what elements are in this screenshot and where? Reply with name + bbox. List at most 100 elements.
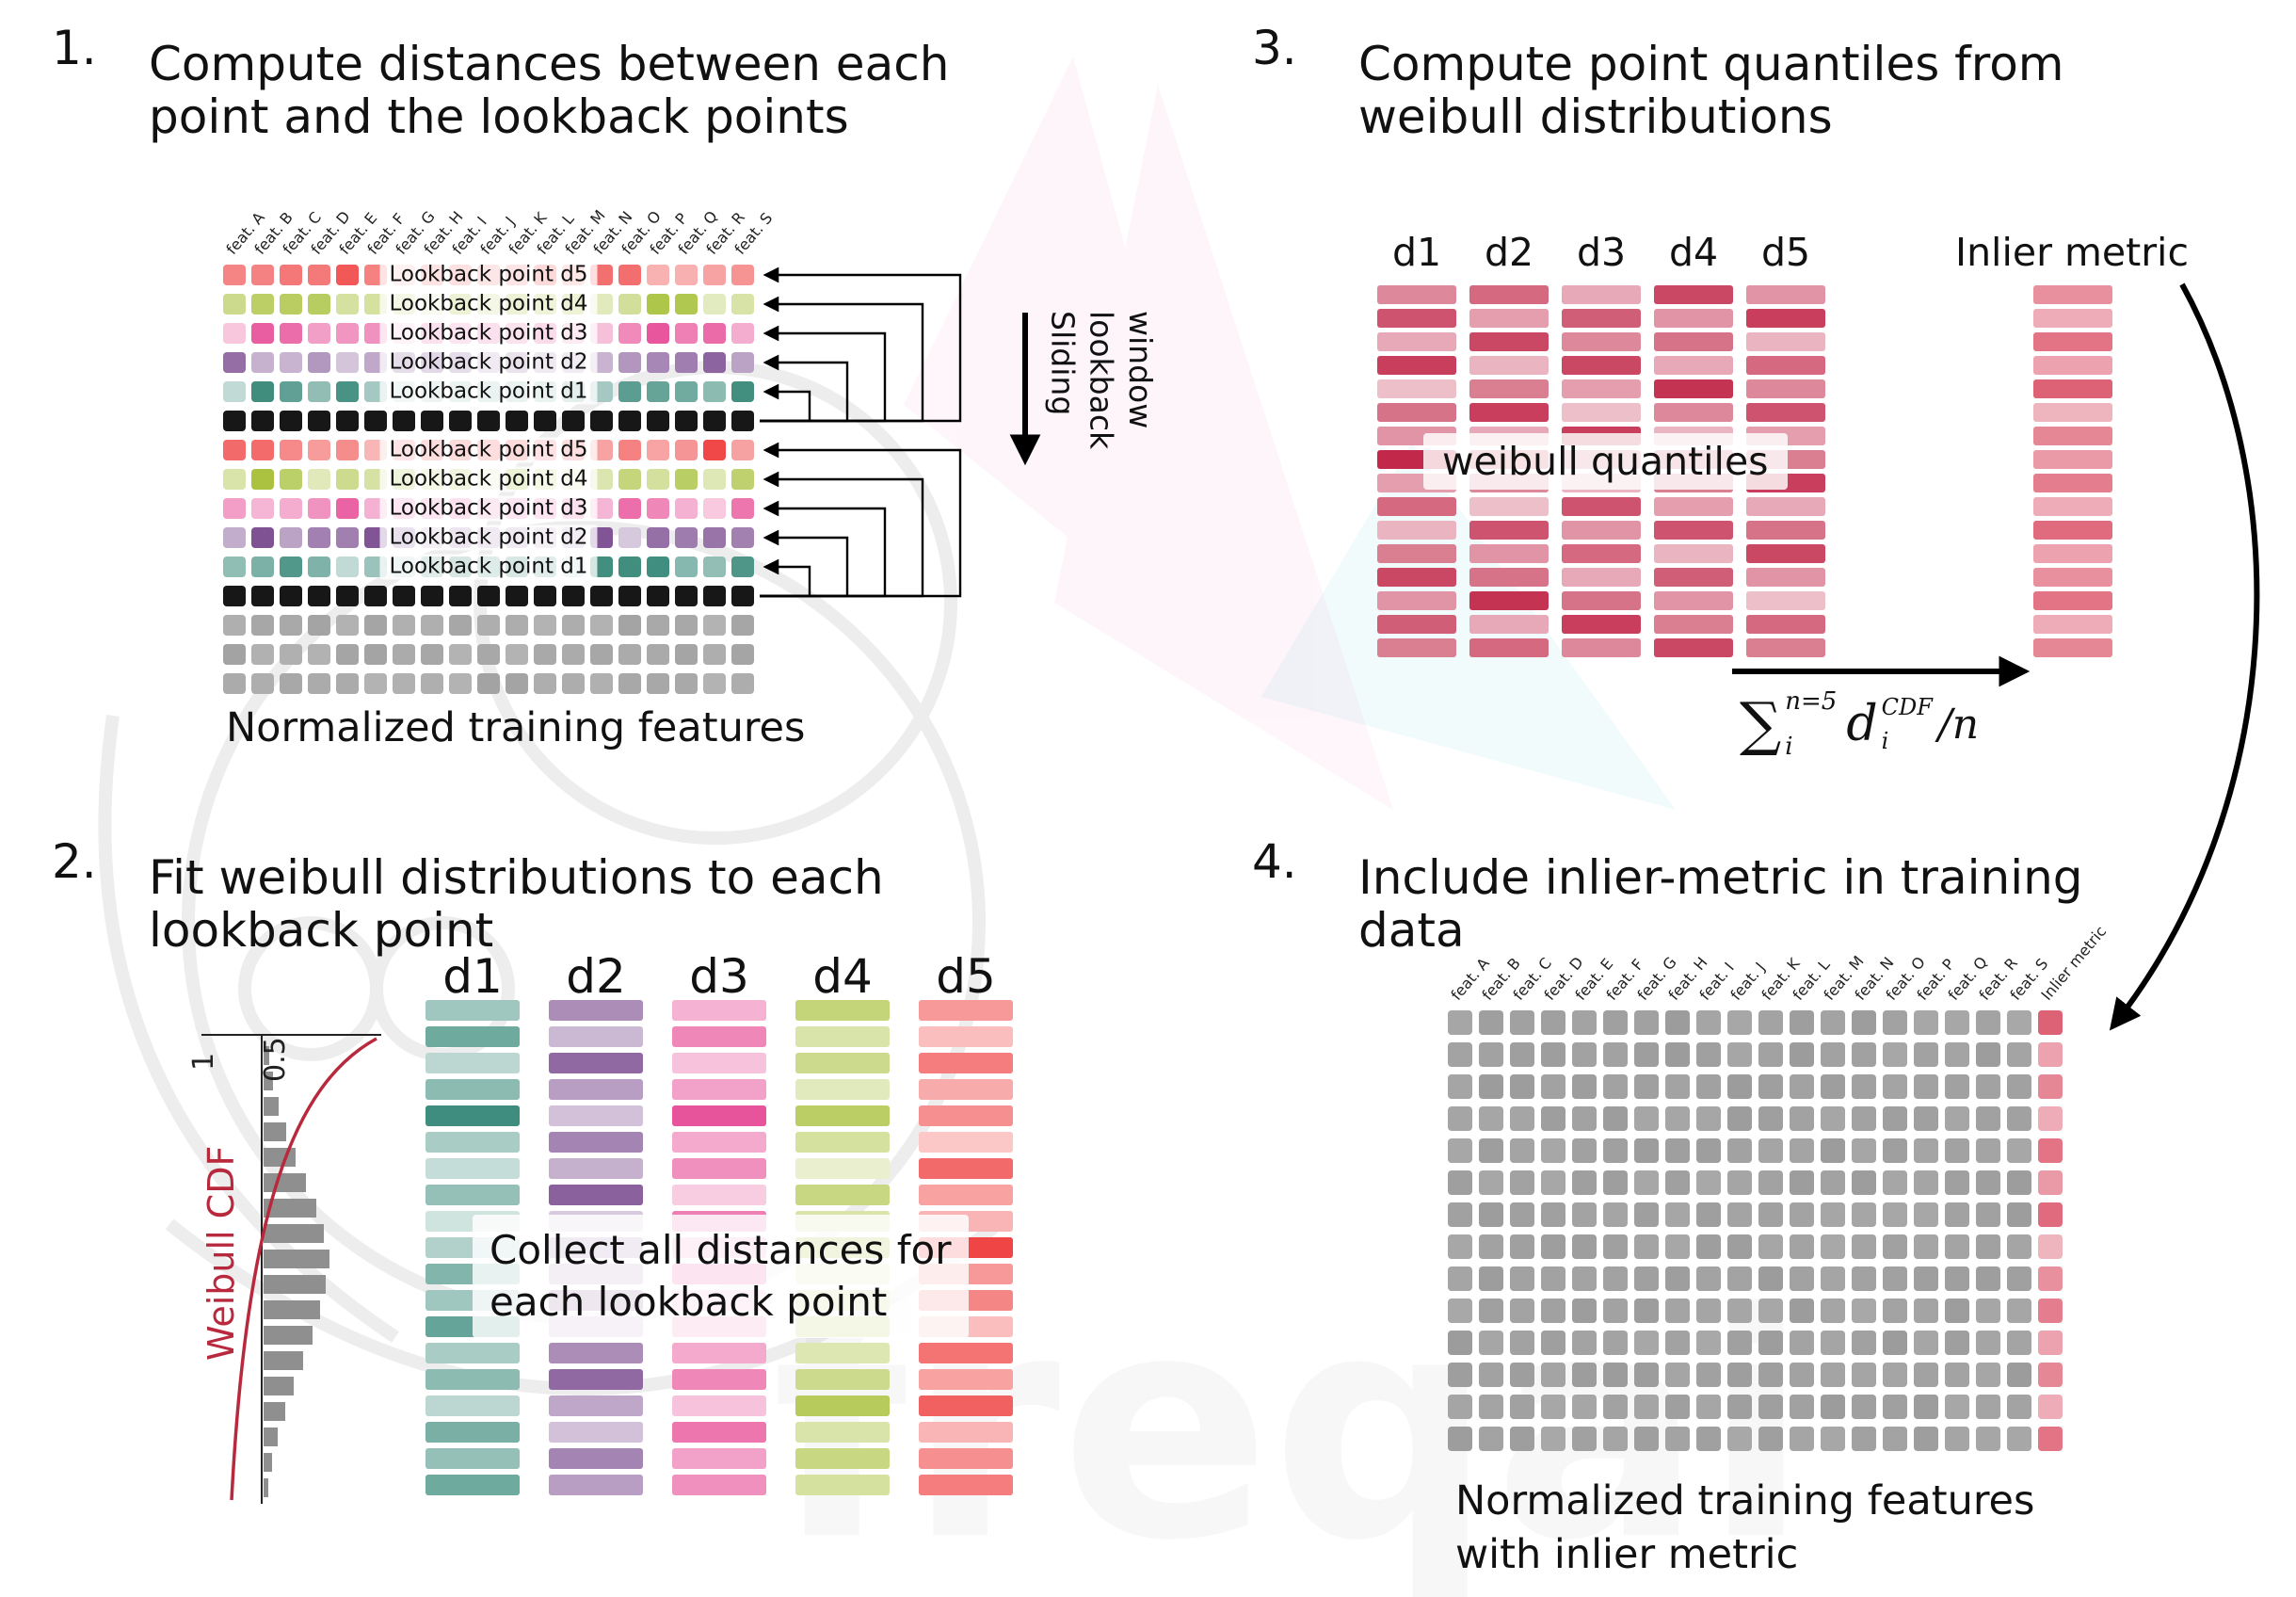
- feature-cell: [562, 557, 585, 577]
- feature-cell: [703, 352, 726, 373]
- feature-cell: [421, 352, 443, 373]
- distance-bar: [919, 1185, 1013, 1205]
- quantile-bar: [1746, 544, 1825, 563]
- feature-cell: [590, 527, 613, 548]
- feature-cell: [449, 644, 472, 665]
- quantile-bar: [1654, 379, 1733, 398]
- distance-label: d4: [812, 949, 873, 1004]
- feature-cell: [1758, 1138, 1783, 1163]
- feature-cell: [1914, 1138, 1938, 1163]
- feature-cell: [1821, 1331, 1845, 1355]
- feature-cell: [1790, 1266, 1814, 1291]
- feature-cell: [449, 557, 472, 577]
- feature-cell: [647, 381, 669, 402]
- feature-cell: [731, 352, 754, 373]
- distance-bar: [919, 1475, 1013, 1495]
- feature-cell: [308, 498, 330, 519]
- feature-cell: [251, 673, 274, 694]
- sliding-window-label-line2: lookback: [1083, 311, 1120, 450]
- histogram-bar: [264, 1097, 279, 1116]
- sliding-window-label-line3: window: [1121, 311, 1159, 429]
- feature-cell: [1572, 1042, 1597, 1067]
- feature-cell: [618, 498, 641, 519]
- feature-cell: [308, 469, 330, 490]
- feature-cell: [1634, 1074, 1659, 1099]
- feature-cell: [449, 265, 472, 285]
- step1-title-line2: point and the lookback points: [149, 89, 849, 144]
- feature-cell: [675, 440, 698, 460]
- feature-cell: [590, 586, 613, 606]
- chart-axis: [201, 1034, 381, 1504]
- feature-cell: [506, 265, 528, 285]
- feature-cell: [1510, 1427, 1534, 1451]
- distance-bar: [425, 1053, 520, 1073]
- feature-cell: [421, 323, 443, 344]
- inlier-bar: [2033, 544, 2112, 563]
- distance-bar: [672, 1158, 766, 1179]
- inlier-bar: [2033, 591, 2112, 610]
- feature-cell: [449, 294, 472, 315]
- histogram-bar: [264, 1275, 326, 1294]
- feature-cell: [675, 323, 698, 344]
- collect-distances-note: Collect all distances for each lookback …: [473, 1215, 969, 1338]
- feature-cell: [703, 557, 726, 577]
- feature-cell: [1945, 1234, 1969, 1259]
- histogram-bar: [264, 1453, 272, 1472]
- feature-cell: [1914, 1234, 1938, 1259]
- inlier-metric-label: Inlier metric: [1954, 230, 2189, 275]
- step2-title-line1: Fit weibull distributions to each: [149, 850, 884, 905]
- feature-cell: [1914, 1042, 1938, 1067]
- distance-bar: [425, 1105, 520, 1126]
- feature-cell: [1727, 1042, 1752, 1067]
- distance-bar: [425, 1448, 520, 1469]
- quantile-bar: [1562, 379, 1641, 398]
- formula-var-sup: CDF: [1881, 694, 1933, 720]
- feature-cell: [1758, 1042, 1783, 1067]
- feature-cell: [1603, 1299, 1628, 1323]
- sliding-window-label: Sliding lookback window: [1043, 311, 1160, 499]
- feature-cell: [1821, 1266, 1845, 1291]
- feature-cell: [1448, 1299, 1472, 1323]
- feature-cell: [675, 469, 698, 490]
- feature-cell: [1790, 1234, 1814, 1259]
- feature-cell: [1541, 1395, 1565, 1419]
- formula-sum-sup: n=5: [1785, 687, 1838, 716]
- quantile-bar: [1654, 638, 1733, 657]
- feature-cell: [590, 615, 613, 636]
- quantile-bar: [1469, 568, 1549, 587]
- feature-cell: [364, 323, 387, 344]
- quantile-bar: [1746, 403, 1825, 422]
- feature-cell: [1448, 1106, 1472, 1131]
- quantile-bar: [1562, 403, 1641, 422]
- feature-cell: [647, 498, 669, 519]
- feature-cell: [675, 294, 698, 315]
- feature-cell: [1479, 1202, 1503, 1227]
- feature-cell: [1852, 1010, 1876, 1035]
- feature-cell: [534, 527, 556, 548]
- quantile-bar: [1654, 332, 1733, 351]
- feature-cell: [1758, 1234, 1783, 1259]
- feature-cell: [731, 586, 754, 606]
- feature-cell: [703, 469, 726, 490]
- feature-cell: [703, 265, 726, 285]
- feature-cell: [1976, 1234, 2000, 1259]
- feature-cell: [449, 440, 472, 460]
- feature-cell: [1945, 1170, 1969, 1195]
- feature-cell: [1541, 1266, 1565, 1291]
- quantile-label: d3: [1576, 230, 1627, 275]
- feature-cell: [703, 411, 726, 431]
- feature-cell: [1852, 1299, 1876, 1323]
- quantile-bar: [1377, 497, 1456, 516]
- feature-cell: [1510, 1170, 1534, 1195]
- feature-cell: [308, 381, 330, 402]
- distance-label: d3: [689, 949, 749, 1004]
- feature-cell: [647, 644, 669, 665]
- feature-cell: [1634, 1427, 1659, 1451]
- feature-cell: [477, 294, 500, 315]
- feature-cell: [1727, 1170, 1752, 1195]
- feature-cell: [449, 673, 472, 694]
- feature-cell: [506, 352, 528, 373]
- inlier-cell: [2038, 1427, 2063, 1451]
- feature-cell: [421, 381, 443, 402]
- feature-cell: [590, 323, 613, 344]
